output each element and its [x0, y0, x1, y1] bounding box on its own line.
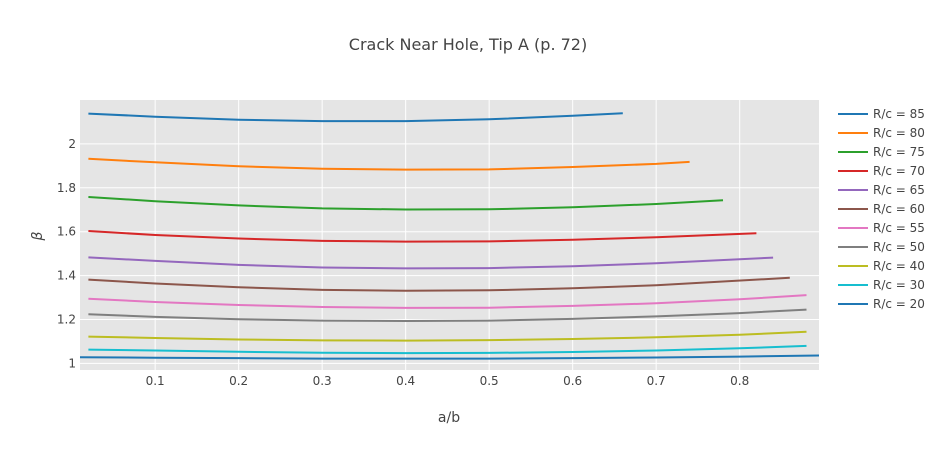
legend-label: R/c = 70: [873, 164, 925, 178]
legend-item[interactable]: R/c = 80: [838, 126, 925, 140]
legend-item[interactable]: R/c = 20: [838, 297, 925, 311]
legend-item[interactable]: R/c = 50: [838, 240, 925, 254]
series-line-7: [88, 308, 807, 322]
grid-lines: [80, 100, 819, 370]
legend-item[interactable]: R/c = 60: [838, 202, 925, 216]
x-tick-label: 0.2: [229, 374, 248, 388]
legend[interactable]: R/c = 85 R/c = 80 R/c = 75 R/c = 70 R/c = 65…: [838, 107, 925, 311]
series-line-2: [88, 196, 724, 211]
legend-label: R/c = 60: [873, 202, 925, 216]
y-tick-label: 1.2: [57, 313, 76, 327]
legend-item[interactable]: R/c = 65: [838, 183, 925, 197]
y-tick-label: 2: [68, 137, 76, 151]
legend-label: R/c = 30: [873, 278, 925, 292]
x-tick-label: 0.8: [730, 374, 749, 388]
legend-item[interactable]: R/c = 40: [838, 259, 925, 273]
legend-label: R/c = 85: [873, 107, 925, 121]
series-line-1: [88, 157, 690, 171]
legend-item[interactable]: R/c = 55: [838, 221, 925, 235]
series-line-4: [88, 256, 774, 270]
legend-item[interactable]: R/c = 30: [838, 278, 925, 292]
chart-title: Crack Near Hole, Tip A (p. 72): [349, 35, 587, 54]
series-line-5: [88, 276, 790, 292]
legend-item[interactable]: R/c = 70: [838, 164, 925, 178]
legend-item[interactable]: R/c = 75: [838, 145, 925, 159]
legend-label: R/c = 65: [873, 183, 925, 197]
legend-label: R/c = 80: [873, 126, 925, 140]
x-tick-label: 0.3: [313, 374, 332, 388]
x-tick-label: 0.7: [647, 374, 666, 388]
x-tick-label: 0.4: [396, 374, 415, 388]
series-lines: [79, 112, 820, 360]
y-tick-label: 1.8: [57, 181, 76, 195]
legend-label: R/c = 20: [873, 297, 925, 311]
y-axis-title: β: [30, 231, 46, 241]
legend-label: R/c = 55: [873, 221, 925, 235]
x-tick-label: 0.1: [146, 374, 165, 388]
y-tick-label: 1: [68, 356, 76, 370]
x-tick-labels: 0.1 0.2 0.3 0.4 0.5 0.6 0.7 0.8: [146, 374, 750, 388]
y-tick-label: 1.4: [57, 269, 76, 283]
series-line-0: [88, 112, 623, 123]
legend-item[interactable]: R/c = 85: [838, 107, 925, 121]
y-tick-label: 1.6: [57, 225, 76, 239]
legend-label: R/c = 50: [873, 240, 925, 254]
series-line-9: [88, 344, 807, 355]
y-tick-labels: 1 1.2 1.4 1.6 1.8 2: [57, 137, 76, 371]
series-line-6: [88, 294, 807, 309]
x-axis-title: a/b: [438, 410, 460, 426]
series-line-8: [88, 330, 807, 342]
legend-label: R/c = 75: [873, 145, 925, 159]
legend-label: R/c = 40: [873, 259, 925, 273]
series-line-3: [88, 230, 757, 243]
series-line-10: [79, 354, 820, 360]
x-tick-label: 0.5: [480, 374, 499, 388]
x-tick-label: 0.6: [563, 374, 582, 388]
